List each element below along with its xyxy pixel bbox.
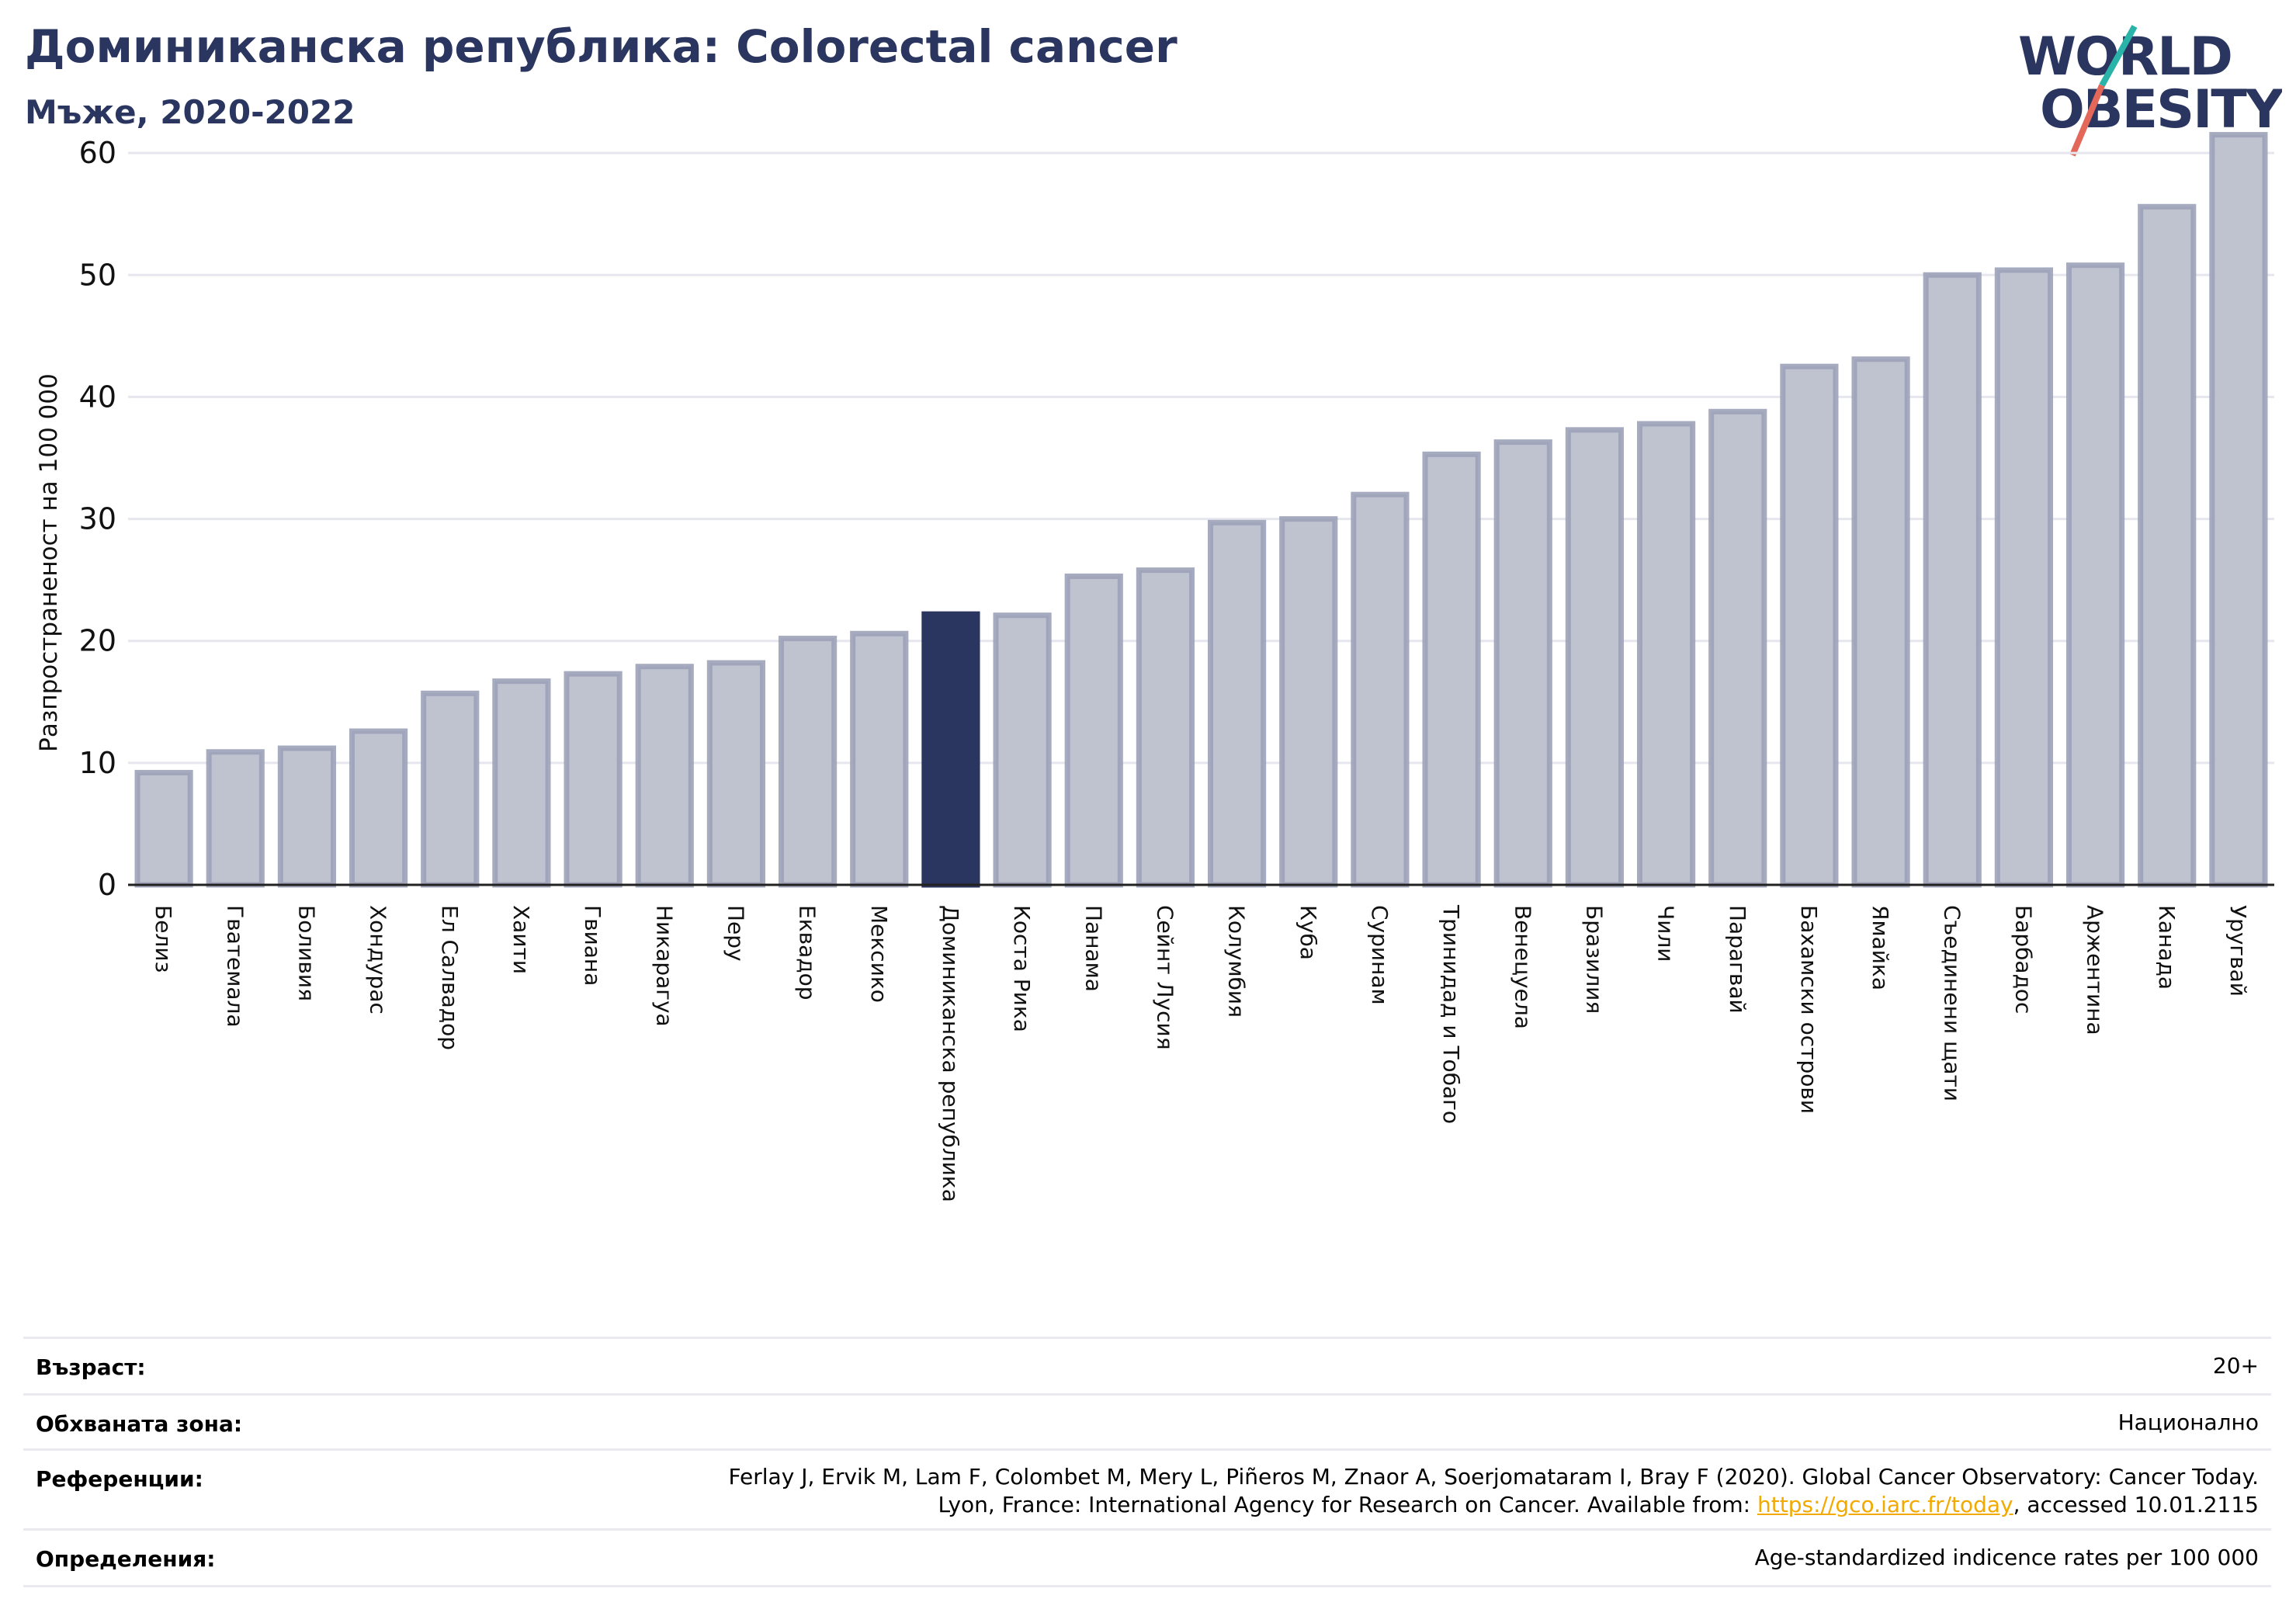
bar (1565, 427, 1625, 888)
x-tick-label: Чили (1653, 905, 1679, 962)
bar (1064, 573, 1123, 888)
references-line-2-prefix: Lyon, France: International Agency for R… (938, 1492, 1757, 1517)
x-tick-label: Гвиана (580, 905, 605, 986)
info-value-area: Национално (2117, 1410, 2259, 1435)
bar (1994, 267, 2054, 888)
x-tick-label: Сейнт Лусия (1152, 905, 1177, 1050)
x-tick-label: Венецуела (1510, 905, 1535, 1029)
chart-subtitle: Мъже, 2020-2022 (25, 93, 355, 131)
x-tick-label: Перу (723, 905, 748, 962)
info-row-references: Референции: Ferlay J, Ervik M, Lam F, Co… (23, 1448, 2271, 1528)
bar (2138, 203, 2197, 888)
info-row-age: Възраст: 20+ (23, 1337, 2271, 1393)
x-tick-label: Куба (1295, 905, 1321, 960)
bar (1351, 491, 1410, 888)
bar (1279, 516, 1338, 888)
x-tick-label: Суринам (1367, 905, 1393, 1005)
x-tick-label: Ямайка (1868, 905, 1893, 990)
x-tick-label: Съединени щати (1939, 905, 1965, 1101)
logo-slash-top (2099, 25, 2138, 87)
x-tick-label: Гватемала (222, 905, 248, 1028)
bar (564, 671, 623, 888)
x-tick-label: Бахамски острови (1796, 905, 1822, 1114)
bar-chart: 0 10 20 30 40 50 60 Разпространеност на 100 000… (35, 132, 2274, 1202)
x-tick-label: Аржентина (2083, 905, 2108, 1035)
x-tick-label: Еквадор (795, 905, 820, 1001)
bar (850, 630, 909, 888)
x-tick-label: Доминиканска република (938, 905, 963, 1202)
y-tick-label: 20 (79, 624, 116, 658)
x-tick-label: Панама (1080, 905, 1106, 992)
bar (706, 660, 766, 888)
info-label-area: Обхваната зона: (36, 1411, 243, 1437)
x-tick-label: Ел Салвадор (437, 905, 463, 1050)
x-tick-label: Хондурас (366, 905, 391, 1014)
bar (2209, 132, 2268, 888)
bar (1923, 272, 1982, 888)
bar (635, 664, 694, 888)
y-tick-label: 60 (79, 136, 116, 170)
logo-slash-bottom (2069, 84, 2105, 157)
bar (1851, 356, 1910, 888)
info-value-age: 20+ (2212, 1353, 2259, 1379)
bar (134, 769, 193, 888)
info-label-age: Възраст: (36, 1354, 146, 1380)
x-tick-label: Боливия (293, 905, 319, 1001)
y-tick-label: 50 (79, 258, 116, 292)
references-line-1: Ferlay J, Ervik M, Lam F, Colombet M, Me… (728, 1464, 2259, 1489)
bar (1422, 451, 1481, 888)
y-axis-label: Разпространеност на 100 000 (35, 373, 63, 752)
info-table: Възраст: 20+ Обхваната зона: Национално … (23, 1337, 2271, 1587)
y-tick-label: 0 (98, 868, 116, 902)
bar (1136, 567, 1195, 888)
y-tick-label: 10 (79, 746, 116, 780)
bar (1708, 408, 1767, 888)
bar (1636, 421, 1696, 888)
bar (206, 749, 265, 888)
info-row-definitions: Определения: Age-standardized indicence … (23, 1528, 2271, 1587)
bar (2065, 262, 2125, 888)
y-tick-label: 40 (79, 380, 116, 414)
info-label-definitions: Определения: (36, 1546, 216, 1572)
info-label-references: Референции: (36, 1466, 203, 1492)
references-line-2-suffix: , accessed 10.01.2115 (2013, 1492, 2259, 1517)
chart-title: Доминиканска република: Colorectal cance… (25, 20, 1177, 73)
bar (1780, 363, 1839, 888)
y-tick-label: 30 (79, 502, 116, 536)
x-tick-label: Парагвай (1725, 905, 1750, 1014)
bar (421, 690, 480, 888)
bar (921, 611, 980, 888)
x-tick-label: Никарагуа (651, 905, 677, 1027)
x-tick-label: Коста Рика (1009, 905, 1035, 1032)
references-link[interactable]: https://gco.iarc.fr/today (1757, 1492, 2013, 1517)
info-value-definitions: Age-standardized indicence rates per 100… (1754, 1545, 2259, 1570)
x-tick-label: Белиз (151, 905, 176, 973)
x-tick-label: Бразилия (1581, 905, 1607, 1014)
references-line-2: Lyon, France: International Agency for R… (728, 1491, 2259, 1519)
x-tick-label: Мексико (866, 905, 892, 1003)
x-tick-label: Тринидад и Тобаго (1438, 904, 1464, 1124)
bar (778, 636, 838, 888)
bar (993, 612, 1052, 888)
info-value-references: Ferlay J, Ervik M, Lam F, Colombet M, Me… (728, 1463, 2259, 1519)
bar (277, 745, 337, 888)
world-obesity-logo: WORLD OBESITY (2018, 25, 2282, 157)
bar (1493, 439, 1552, 888)
x-tick-label: Уругвай (2225, 905, 2251, 997)
bar (492, 678, 551, 888)
bar (349, 728, 408, 888)
info-row-area: Обхваната зона: Национално (23, 1393, 2271, 1448)
x-tick-label: Хаити (508, 905, 534, 974)
x-tick-label: Колумбия (1224, 905, 1250, 1018)
x-tick-label: Барбадос (2010, 905, 2036, 1014)
x-tick-label: Канада (2154, 905, 2180, 990)
bar (1207, 519, 1267, 888)
